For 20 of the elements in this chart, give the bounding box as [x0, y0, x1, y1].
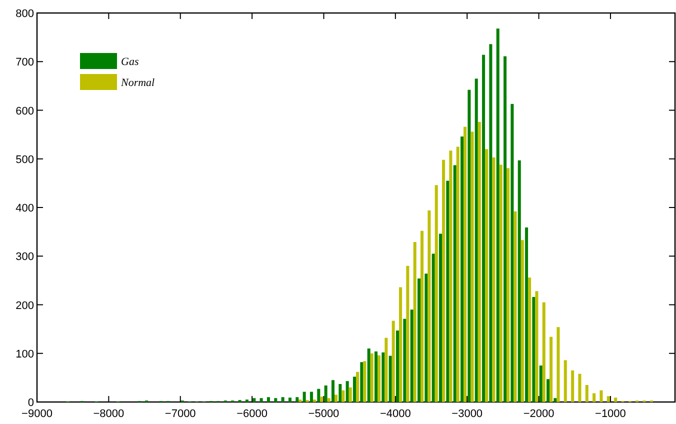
y-tick-label: 700	[16, 56, 34, 69]
y-tick-label: 100	[16, 348, 34, 360]
y-tick-label: 0	[28, 397, 34, 409]
y-tick-label: 500	[16, 154, 34, 166]
y-tick-label: 600	[16, 105, 34, 118]
x-tick-label: −3000	[452, 408, 483, 420]
legend-label: Normal	[120, 77, 155, 89]
x-tick-label: −6000	[236, 408, 268, 420]
y-tick-label: 200	[16, 300, 34, 312]
x-tick-label: −1000	[595, 408, 626, 420]
x-tick-label: −9000	[22, 408, 52, 420]
x-tick-label: −5000	[308, 408, 340, 420]
x-tick-label: −2000	[523, 408, 554, 420]
x-tick-label: −8000	[93, 408, 124, 420]
x-tick-label: −4000	[380, 408, 411, 420]
y-tick-label: 800	[16, 8, 34, 20]
x-tick-label: −7000	[164, 408, 196, 420]
legend-label: Gas	[121, 56, 139, 68]
y-tick-label: 400	[16, 202, 34, 214]
y-tick-label: 300	[16, 251, 34, 264]
